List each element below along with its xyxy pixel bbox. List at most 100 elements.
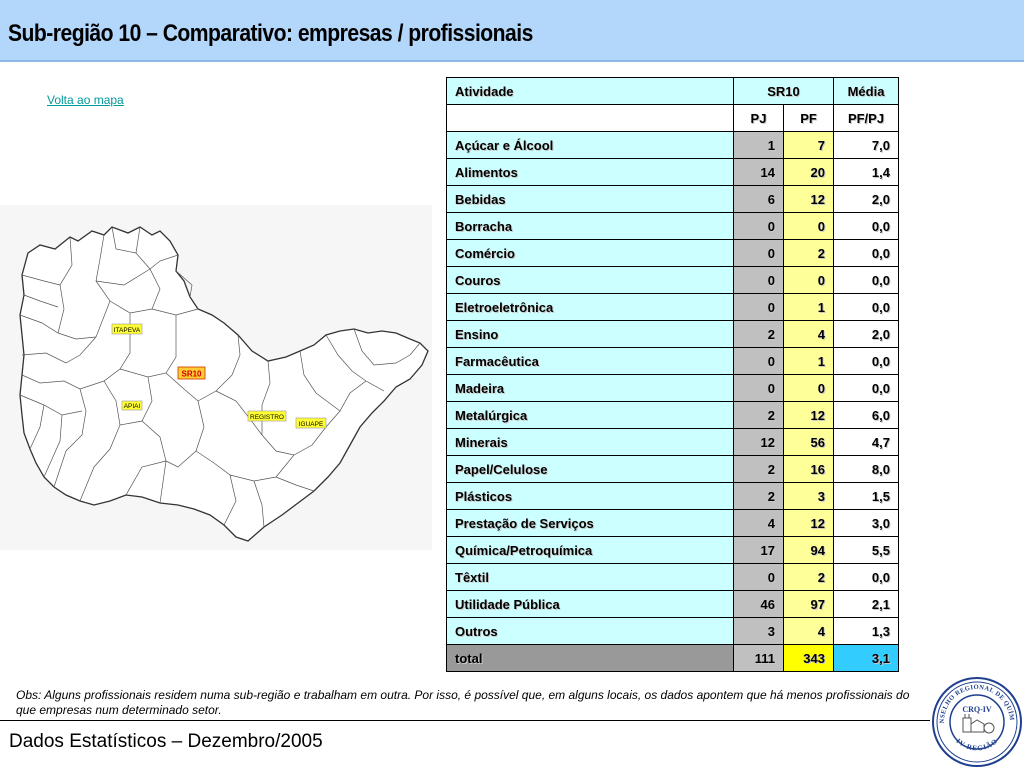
activity-cell: Minerais bbox=[446, 428, 734, 456]
pf-cell: 4 bbox=[783, 320, 834, 348]
back-to-map-link[interactable]: Volta ao mapa bbox=[47, 93, 124, 107]
table-row: Metalúrgica 2 12 6,0 bbox=[446, 401, 899, 429]
activity-cell: Borracha bbox=[446, 212, 734, 240]
activity-cell: Couros bbox=[446, 266, 734, 294]
pj-cell: 2 bbox=[733, 320, 784, 348]
pj-cell: 0 bbox=[733, 212, 784, 240]
table-row: Borracha 0 0 0,0 bbox=[446, 212, 899, 240]
activity-cell: Madeira bbox=[446, 374, 734, 402]
table-row: Papel/Celulose 2 16 8,0 bbox=[446, 455, 899, 483]
pf-cell: 2 bbox=[783, 563, 834, 591]
activity-table: Atividade SR10 Média PJ PF PF/PJ Açúcar … bbox=[446, 77, 899, 672]
region-outline bbox=[19, 226, 429, 542]
table-row: Utilidade Pública 46 97 2,1 bbox=[446, 590, 899, 618]
pj-cell: 4 bbox=[733, 509, 784, 537]
pf-cell: 4 bbox=[783, 617, 834, 645]
pf-cell: 0 bbox=[783, 266, 834, 294]
pj-cell: 2 bbox=[733, 455, 784, 483]
table-row: Plásticos 2 3 1,5 bbox=[446, 482, 899, 510]
activity-cell: Química/Petroquímica bbox=[446, 536, 734, 564]
subheader-pf: PF bbox=[783, 104, 834, 132]
table-row: Minerais 12 56 4,7 bbox=[446, 428, 899, 456]
pj-cell: 2 bbox=[733, 401, 784, 429]
page-title: Sub-região 10 – Comparativo: empresas / … bbox=[8, 20, 533, 47]
pf-cell: 94 bbox=[783, 536, 834, 564]
pf-cell: 7 bbox=[783, 131, 834, 159]
title-bar: Sub-região 10 – Comparativo: empresas / … bbox=[0, 0, 1024, 62]
table-subheader-row: PJ PF PF/PJ bbox=[446, 104, 899, 132]
pf-cell: 12 bbox=[783, 185, 834, 213]
header-activity: Atividade bbox=[446, 77, 734, 105]
map-label-itapeva: ITAPEVA bbox=[111, 323, 143, 335]
table-row: Ensino 2 4 2,0 bbox=[446, 320, 899, 348]
header-average: Média bbox=[833, 77, 899, 105]
region-map: ITAPEVA SR10 APIAI REGISTRO IGUAPE bbox=[0, 205, 432, 550]
ratio-cell: 4,7 bbox=[833, 428, 899, 456]
ratio-cell: 0,0 bbox=[833, 347, 899, 375]
subheader-blank bbox=[446, 104, 734, 132]
pj-cell: 3 bbox=[733, 617, 784, 645]
table-row: Química/Petroquímica 17 94 5,5 bbox=[446, 536, 899, 564]
ratio-cell: 0,0 bbox=[833, 293, 899, 321]
map-label-registro: REGISTRO bbox=[247, 410, 287, 422]
pf-cell: 16 bbox=[783, 455, 834, 483]
ratio-cell: 2,0 bbox=[833, 185, 899, 213]
subheader-ratio: PF/PJ bbox=[833, 104, 899, 132]
table-total-row: total 111 343 3,1 bbox=[446, 644, 899, 672]
subheader-pj: PJ bbox=[733, 104, 784, 132]
activity-cell: Metalúrgica bbox=[446, 401, 734, 429]
table-header-row: Atividade SR10 Média bbox=[446, 77, 899, 105]
table-row: Outros 3 4 1,3 bbox=[446, 617, 899, 645]
footer-divider bbox=[0, 720, 930, 721]
ratio-cell: 1,3 bbox=[833, 617, 899, 645]
pf-cell: 12 bbox=[783, 401, 834, 429]
crq-seal-logo: CONSELHO REGIONAL DE QUÍMICA IV REGIÃO C… bbox=[930, 676, 1022, 767]
ratio-cell: 2,1 bbox=[833, 590, 899, 618]
activity-cell: Comércio bbox=[446, 239, 734, 267]
pj-cell: 0 bbox=[733, 293, 784, 321]
ratio-cell: 2,0 bbox=[833, 320, 899, 348]
activity-cell: Prestação de Serviços bbox=[446, 509, 734, 537]
table-row: Alimentos 14 20 1,4 bbox=[446, 158, 899, 186]
ratio-cell: 3,0 bbox=[833, 509, 899, 537]
pj-cell: 0 bbox=[733, 239, 784, 267]
ratio-cell: 6,0 bbox=[833, 401, 899, 429]
pj-cell: 46 bbox=[733, 590, 784, 618]
pj-cell: 6 bbox=[733, 185, 784, 213]
activity-cell: Eletroeletrônica bbox=[446, 293, 734, 321]
pj-cell: 0 bbox=[733, 563, 784, 591]
pj-cell: 2 bbox=[733, 482, 784, 510]
ratio-cell: 0,0 bbox=[833, 563, 899, 591]
ratio-cell: 8,0 bbox=[833, 455, 899, 483]
pf-cell: 12 bbox=[783, 509, 834, 537]
table-row: Eletroeletrônica 0 1 0,0 bbox=[446, 293, 899, 321]
svg-text:ITAPEVA: ITAPEVA bbox=[114, 327, 141, 334]
pj-cell: 12 bbox=[733, 428, 784, 456]
table-row: Madeira 0 0 0,0 bbox=[446, 374, 899, 402]
map-label-apiai: APIAI bbox=[121, 400, 143, 411]
pf-cell: 3 bbox=[783, 482, 834, 510]
ratio-cell: 0,0 bbox=[833, 212, 899, 240]
pf-cell: 1 bbox=[783, 293, 834, 321]
pj-cell: 0 bbox=[733, 266, 784, 294]
ratio-cell: 0,0 bbox=[833, 266, 899, 294]
pf-cell: 20 bbox=[783, 158, 834, 186]
total-pf-cell: 343 bbox=[783, 644, 834, 672]
svg-text:SR10: SR10 bbox=[181, 370, 202, 379]
map-label-iguape: IGUAPE bbox=[295, 417, 327, 429]
activity-cell: Farmacêutica bbox=[446, 347, 734, 375]
pj-cell: 1 bbox=[733, 131, 784, 159]
table-row: Prestação de Serviços 4 12 3,0 bbox=[446, 509, 899, 537]
ratio-cell: 0,0 bbox=[833, 374, 899, 402]
activity-cell: Bebidas bbox=[446, 185, 734, 213]
activity-cell: Plásticos bbox=[446, 482, 734, 510]
region-map-svg: ITAPEVA SR10 APIAI REGISTRO IGUAPE bbox=[19, 226, 429, 542]
ratio-cell: 7,0 bbox=[833, 131, 899, 159]
activity-cell: Açúcar e Álcool bbox=[446, 131, 734, 159]
map-label-sr10: SR10 bbox=[177, 366, 206, 380]
table-row: Bebidas 6 12 2,0 bbox=[446, 185, 899, 213]
svg-text:IGUAPE: IGUAPE bbox=[299, 421, 324, 428]
table-row: Farmacêutica 0 1 0,0 bbox=[446, 347, 899, 375]
pf-cell: 97 bbox=[783, 590, 834, 618]
footer-text: Dados Estatísticos – Dezembro/2005 bbox=[9, 731, 323, 752]
